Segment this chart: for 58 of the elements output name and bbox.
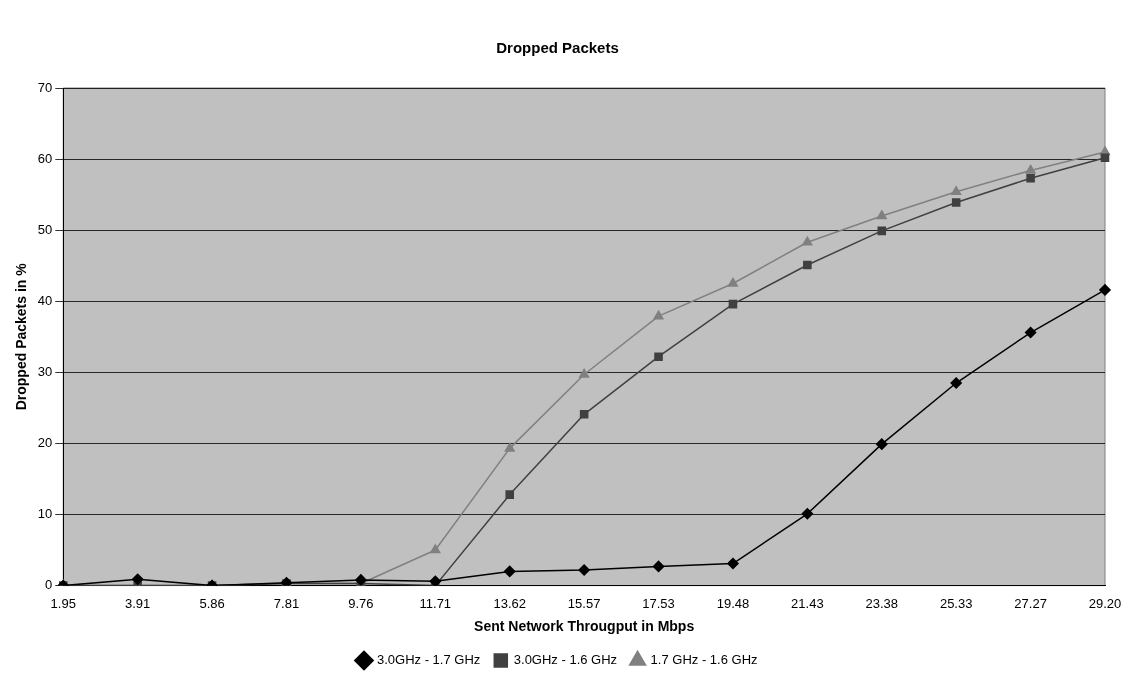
y-tick-label: 60 [37,150,53,166]
point [1100,153,1110,162]
x-tick-label: 9.76 [348,595,374,611]
y-tick-label: 50 [37,221,53,237]
y-axis-title: Dropped Packets in % [13,262,30,411]
x-tick-label: 11.71 [419,595,452,611]
legend-label: 3.0GHz - 1.6 GHz [513,652,618,668]
point [727,557,739,570]
point [429,575,442,586]
x-axis-title: Sent Network Througput in Mbps [474,618,695,635]
point [727,277,739,287]
x-tick-label: 7.81 [273,595,300,611]
x-tick-label: 5.86 [199,595,225,611]
y-tick-label: 10 [37,506,53,522]
x-tick-label: 15.57 [567,595,601,611]
point [653,310,664,320]
point [578,564,590,576]
y-tick-label: 0 [45,577,53,593]
point [579,410,589,419]
x-tick-label: 27.27 [1014,595,1047,611]
x-tick-label: 29.20 [1088,595,1122,611]
point [950,377,962,389]
point [1025,164,1036,174]
legend-label: 1.7 GHz - 1.6 GHz [650,652,758,668]
x-tick-label: 13.62 [493,595,526,611]
point [876,438,888,450]
point [1024,326,1037,339]
point [951,186,962,196]
point [802,236,813,246]
x-tick-label: 25.33 [939,595,973,611]
x-tick-label: 23.38 [865,595,899,611]
y-tick-label: 30 [37,363,53,379]
x-tick-label: 3.91 [125,595,151,611]
point [951,198,961,207]
point [579,368,590,378]
point [801,508,814,520]
y-tick-label: 40 [37,292,53,308]
x-tick-label: 19.48 [716,595,750,611]
point [803,260,812,270]
point [877,226,887,236]
point [654,352,663,361]
y-tick-label: 20 [37,435,53,451]
x-tick-label: 1.95 [50,595,76,611]
point [652,560,665,573]
point [1026,173,1035,183]
point [728,299,738,309]
point [504,442,515,452]
point [505,490,515,499]
x-tick-label: 17.53 [642,595,675,611]
legend-label: 3.0GHz - 1.7 GHz [376,652,481,668]
point [876,210,887,220]
y-tick-label: 70 [37,79,53,95]
point [131,573,144,585]
chart-title: Dropped Packets [496,39,619,57]
point [503,565,516,578]
x-tick-label: 21.43 [791,595,824,611]
point [1099,284,1111,296]
point [430,544,441,554]
